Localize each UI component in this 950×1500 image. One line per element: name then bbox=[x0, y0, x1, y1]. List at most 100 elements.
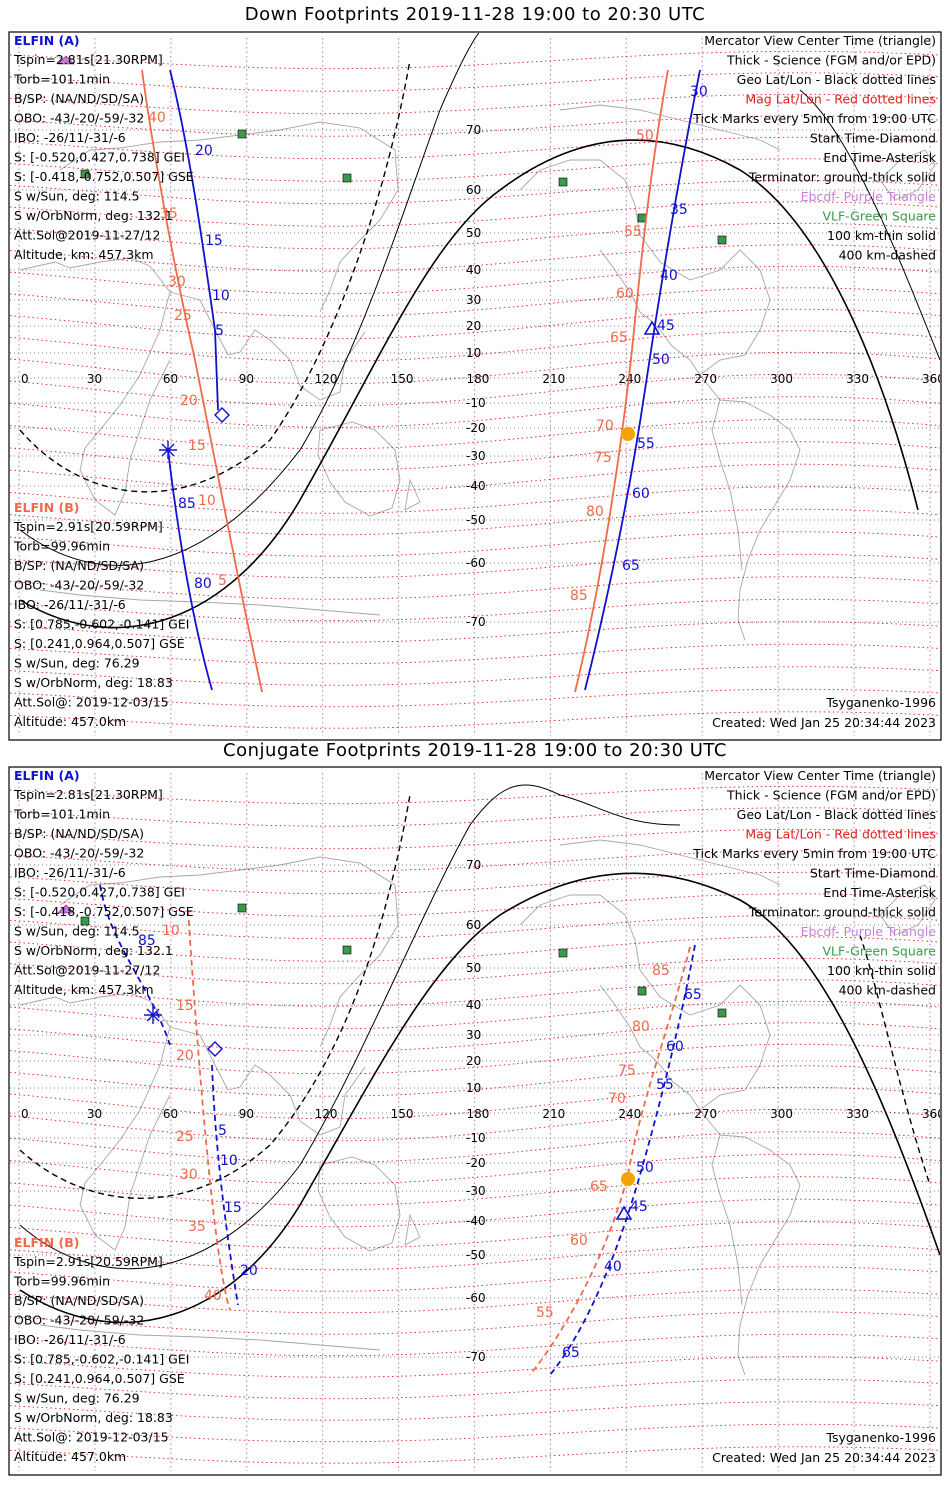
elfin-a-header: ELFIN (A) bbox=[14, 33, 80, 48]
down-footprint-map[interactable]: 0 30 60 90 120 150 180 210 240 270 300 330 360 70 60 50… bbox=[0, 30, 950, 765]
lon-label-150: 150 bbox=[391, 1107, 414, 1121]
elfin-b-tick-label: 35 bbox=[160, 206, 178, 222]
elfin-b-tick-label: 75 bbox=[594, 450, 612, 466]
elfin-b-tick-label: 5 bbox=[218, 573, 227, 589]
lat-label--10: -10 bbox=[466, 396, 486, 410]
lat-label-50: 50 bbox=[466, 226, 481, 240]
down-panel-title: Down Footprints 2019-11-28 19:00 to 20:3… bbox=[244, 4, 706, 25]
elfin-a-tick-label: 5 bbox=[218, 1123, 227, 1139]
elfin-b-info-line: B/SP: (NA/ND/SD/SA) bbox=[14, 1293, 144, 1308]
elfin-b-tick-label: 65 bbox=[590, 1179, 608, 1195]
geo-lat-grid bbox=[10, 864, 940, 1358]
elfin-b-info-line: S w/OrbNorm, deg: 18.83 bbox=[14, 1410, 173, 1425]
elfin-b-info-line: IBO: -26/11/-31/-6 bbox=[14, 1332, 126, 1347]
elfin-b-info-line: S: [0.785,-0.602,-0.141] GEI bbox=[14, 1352, 189, 1367]
elfin-a-info-line: S: [-0.520,0.427,0.738] GEI bbox=[14, 885, 185, 900]
elfin-b-tick-label: 60 bbox=[616, 286, 634, 302]
legend-line: Mercator View Center Time (triangle) bbox=[704, 33, 936, 48]
text-overlays: ELFIN (A) Tspin=2.81s[21.30RPM] Torb=101.1… bbox=[13, 33, 937, 730]
elfin-a-info-line: Tspin=2.81s[21.30RPM] bbox=[13, 787, 163, 802]
elfin-b-tick-label: 55 bbox=[536, 1305, 554, 1321]
elfin-b-tick-label: 40 bbox=[148, 110, 166, 126]
elfin-b-tick-label: 30 bbox=[180, 1167, 198, 1183]
elfin-a-tick-label: 15 bbox=[205, 233, 223, 249]
elfin-b-tick-label: 20 bbox=[180, 393, 198, 409]
elfin-a-info-line: Tspin=2.81s[21.30RPM] bbox=[13, 52, 163, 67]
legend-line: Tick Marks every 5min from 19:00 UTC bbox=[692, 846, 936, 861]
lon-label-210: 210 bbox=[542, 1107, 565, 1121]
lon-label-210: 210 bbox=[542, 372, 565, 386]
legend-line: Start Time-Diamond bbox=[810, 866, 936, 881]
legend-line: 100 km-thin solid bbox=[827, 228, 936, 243]
vlf-green-square-3 bbox=[558, 948, 568, 958]
lat-label--20: -20 bbox=[466, 1156, 486, 1170]
legend-line: Mercator View Center Time (triangle) bbox=[704, 768, 936, 783]
terminator-400km bbox=[19, 794, 411, 1199]
elfin-a-tick-label: 45 bbox=[630, 1199, 648, 1215]
coastline-8 bbox=[711, 1134, 743, 1306]
elfin-a-info-line: Torb=101.1min bbox=[13, 72, 110, 87]
lon-label-270: 270 bbox=[694, 1107, 717, 1121]
created-timestamp: Created: Wed Jan 25 20:34:44 2023 bbox=[712, 715, 936, 730]
elfin-a-info-line: S: [-0.520,0.427,0.738] GEI bbox=[14, 150, 185, 165]
coastline-8 bbox=[711, 399, 743, 571]
elfin-b-tick-label: 25 bbox=[176, 1129, 194, 1145]
ebcdf-purple-triangle bbox=[57, 904, 75, 914]
elfin-a-info-line: Att.Sol@2019-11-27/12 bbox=[14, 963, 160, 978]
coastline-6 bbox=[599, 249, 701, 376]
terminator-400km bbox=[19, 59, 411, 493]
elfin-a-info-line: IBO: -26/11/-31/-6 bbox=[14, 130, 126, 145]
lat-label--50: -50 bbox=[466, 513, 486, 527]
elfin-b-tick-label: 40 bbox=[204, 1288, 222, 1304]
coastline-9 bbox=[879, 149, 936, 201]
terminator-100km bbox=[19, 33, 480, 566]
lat-label--10: -10 bbox=[466, 1131, 486, 1145]
lon-label-30: 30 bbox=[87, 1107, 102, 1121]
elfin-b-header: ELFIN (B) bbox=[14, 500, 79, 515]
lat-label--40: -40 bbox=[466, 479, 486, 493]
legend-line: Mag Lat/Lon - Red dotted lines bbox=[745, 92, 936, 107]
lon-label-270: 270 bbox=[694, 372, 717, 386]
elfin-b-info-line: Att.Sol@: 2019-12-03/15 bbox=[14, 1430, 169, 1445]
elfin-a-tick-label: 5 bbox=[215, 323, 224, 339]
elfin-a-tick-label: 10 bbox=[220, 1153, 238, 1169]
terminator-100km bbox=[19, 784, 681, 1270]
conjugate-footprint-map[interactable]: 0 30 60 90 120 150 180 210 240 270 300 330 360 70 60 50… bbox=[0, 765, 950, 1500]
elfin-a-info-line: B/SP: (NA/ND/SD/SA) bbox=[14, 826, 144, 841]
lat-label--60: -60 bbox=[466, 556, 486, 570]
elfin-b-tick-label: 85 bbox=[570, 588, 588, 604]
lat-label-30: 30 bbox=[466, 1028, 481, 1042]
start-time-diamond bbox=[214, 407, 230, 423]
elfin-b-tick-label: 55 bbox=[624, 224, 642, 240]
legend-line: 400 km-dashed bbox=[839, 248, 936, 263]
model-label: Tsyganenko-1996 bbox=[825, 1430, 936, 1445]
coastline-0 bbox=[19, 257, 171, 516]
elfin-b-tick-label: 25 bbox=[174, 308, 192, 324]
elfin-b-tick-label: 65 bbox=[610, 330, 628, 346]
mercator-center-triangle bbox=[643, 320, 661, 335]
elfin-a-info-line: IBO: -26/11/-31/-6 bbox=[14, 865, 126, 880]
coastline-5 bbox=[519, 894, 771, 1136]
elfin-b-track-west bbox=[187, 909, 231, 1311]
lon-label-0: 0 bbox=[21, 372, 29, 386]
vlf-green-square-5 bbox=[717, 1008, 727, 1018]
elfin-b-info-line: S w/OrbNorm, deg: 18.83 bbox=[14, 675, 173, 690]
terminator-400km-east bbox=[859, 934, 931, 1186]
lon-label-150: 150 bbox=[391, 372, 414, 386]
elfin-b-track-east bbox=[574, 69, 669, 693]
elfin-a-tick-label: 20 bbox=[195, 143, 213, 159]
geo-lat-grid bbox=[10, 129, 940, 623]
elfin-a-tick-label: 85 bbox=[138, 933, 156, 949]
elfin-b-tick-label: 15 bbox=[188, 438, 206, 454]
elfin-b-info-line: Att.Sol@: 2019-12-03/15 bbox=[14, 695, 169, 710]
elfin-a-track-east bbox=[584, 69, 701, 691]
start-time-diamond bbox=[207, 1041, 223, 1057]
lon-label-0: 0 bbox=[21, 1107, 29, 1121]
elfin-a-tick-label: 50 bbox=[636, 1160, 654, 1176]
lat-label-10: 10 bbox=[466, 346, 481, 360]
elfin-a-tick-label: 50 bbox=[652, 352, 670, 368]
coastline-11 bbox=[39, 1324, 381, 1351]
elfin-a-track-west-2 bbox=[211, 1064, 239, 1306]
lat-label-30: 30 bbox=[466, 293, 481, 307]
vlf-green-square-1 bbox=[80, 916, 90, 926]
